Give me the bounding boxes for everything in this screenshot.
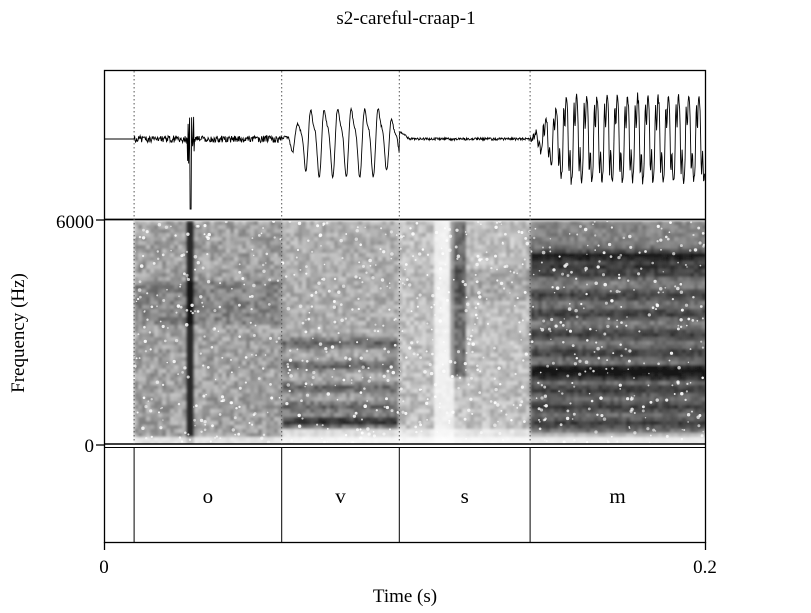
segment-label-o: o [203, 484, 214, 508]
segment-label-s: s [461, 484, 469, 508]
spectrogram-panel [133, 221, 705, 444]
plot-frame [103, 69, 707, 544]
segment-boundaries [133, 71, 531, 542]
x-axis-label: Time (s) [373, 586, 437, 607]
waveform-panel [105, 92, 705, 210]
x-tick-label-0.2: 0.2 [693, 557, 717, 578]
waveform-trace [105, 92, 705, 210]
segment-label-m: m [609, 484, 625, 508]
y-axis-label: Frequency (Hz) [8, 273, 29, 393]
x-tick-label-0: 0 [99, 557, 109, 578]
chart-title: s2-careful-craap-1 [336, 8, 475, 29]
spectrogram-speckle [133, 221, 705, 444]
y-tick-label-6000: 6000 [56, 212, 94, 233]
segment-label-v: v [335, 484, 346, 508]
y-tick-label-0: 0 [85, 436, 95, 457]
